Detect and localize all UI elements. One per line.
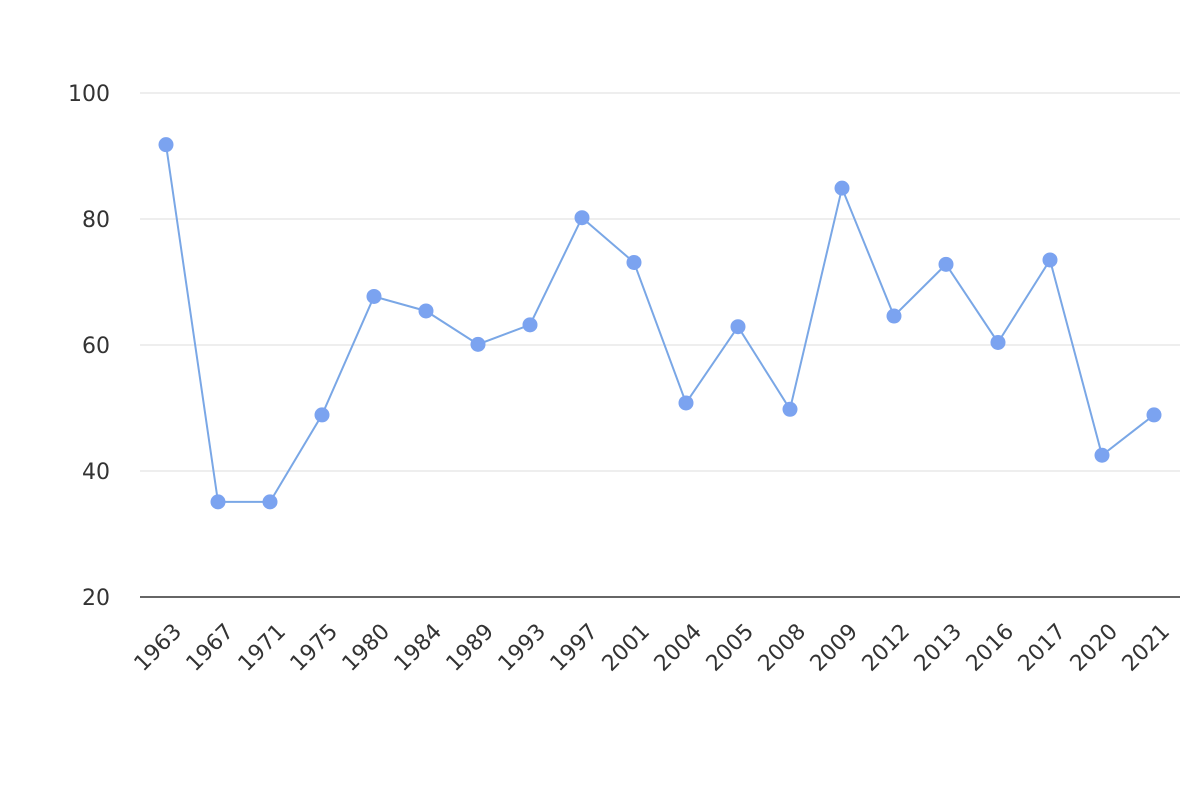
y-tick-label: 40 bbox=[82, 460, 110, 485]
x-tick-label: 1963 bbox=[130, 619, 187, 676]
data-point bbox=[938, 256, 954, 272]
data-point bbox=[1094, 447, 1110, 463]
data-point bbox=[366, 288, 382, 304]
x-tick-label: 2009 bbox=[806, 619, 863, 676]
x-tick-label: 2021 bbox=[1118, 619, 1175, 676]
data-point bbox=[626, 254, 642, 270]
data-point bbox=[782, 401, 798, 417]
data-point bbox=[990, 334, 1006, 350]
x-tick-label: 2017 bbox=[1014, 619, 1071, 676]
x-tick-label: 2004 bbox=[650, 619, 707, 676]
data-point bbox=[834, 180, 850, 196]
y-axis-ticks: 20 40 60 80 100 bbox=[68, 82, 110, 611]
data-point bbox=[158, 137, 174, 153]
data-point bbox=[730, 319, 746, 335]
x-tick-label: 2001 bbox=[598, 619, 655, 676]
y-tick-label: 80 bbox=[82, 208, 110, 233]
x-tick-label: 1997 bbox=[546, 619, 603, 676]
data-point bbox=[886, 308, 902, 324]
x-tick-label: 2016 bbox=[962, 619, 1019, 676]
y-tick-label: 60 bbox=[82, 334, 110, 359]
x-tick-label: 1984 bbox=[390, 619, 447, 676]
data-point bbox=[574, 210, 590, 226]
x-tick-label: 1993 bbox=[494, 619, 551, 676]
data-point bbox=[678, 395, 694, 411]
series-line bbox=[165, 144, 1155, 503]
data-point bbox=[418, 303, 434, 319]
data-point bbox=[1146, 407, 1162, 423]
x-tick-label: 1989 bbox=[442, 619, 499, 676]
gridlines bbox=[140, 92, 1180, 472]
x-tick-label: 1967 bbox=[182, 619, 239, 676]
x-tick-label: 2013 bbox=[910, 619, 967, 676]
x-tick-label: 2012 bbox=[858, 619, 915, 676]
x-tick-label: 2008 bbox=[754, 619, 811, 676]
data-point bbox=[522, 317, 538, 333]
x-tick-label: 1980 bbox=[338, 619, 395, 676]
y-tick-label: 100 bbox=[68, 82, 110, 107]
data-point bbox=[210, 494, 226, 510]
data-point bbox=[1042, 252, 1058, 268]
x-tick-label: 2020 bbox=[1066, 619, 1123, 676]
x-axis-ticks: 1963196719711975198019841989199319972001… bbox=[130, 619, 1175, 676]
x-tick-label: 1975 bbox=[286, 619, 343, 676]
data-point bbox=[470, 336, 486, 352]
y-tick-label: 20 bbox=[82, 586, 110, 611]
data-point bbox=[314, 407, 330, 423]
data-points bbox=[158, 137, 1162, 510]
data-point bbox=[262, 494, 278, 510]
x-tick-label: 2005 bbox=[702, 619, 759, 676]
x-tick-label: 1971 bbox=[234, 619, 291, 676]
